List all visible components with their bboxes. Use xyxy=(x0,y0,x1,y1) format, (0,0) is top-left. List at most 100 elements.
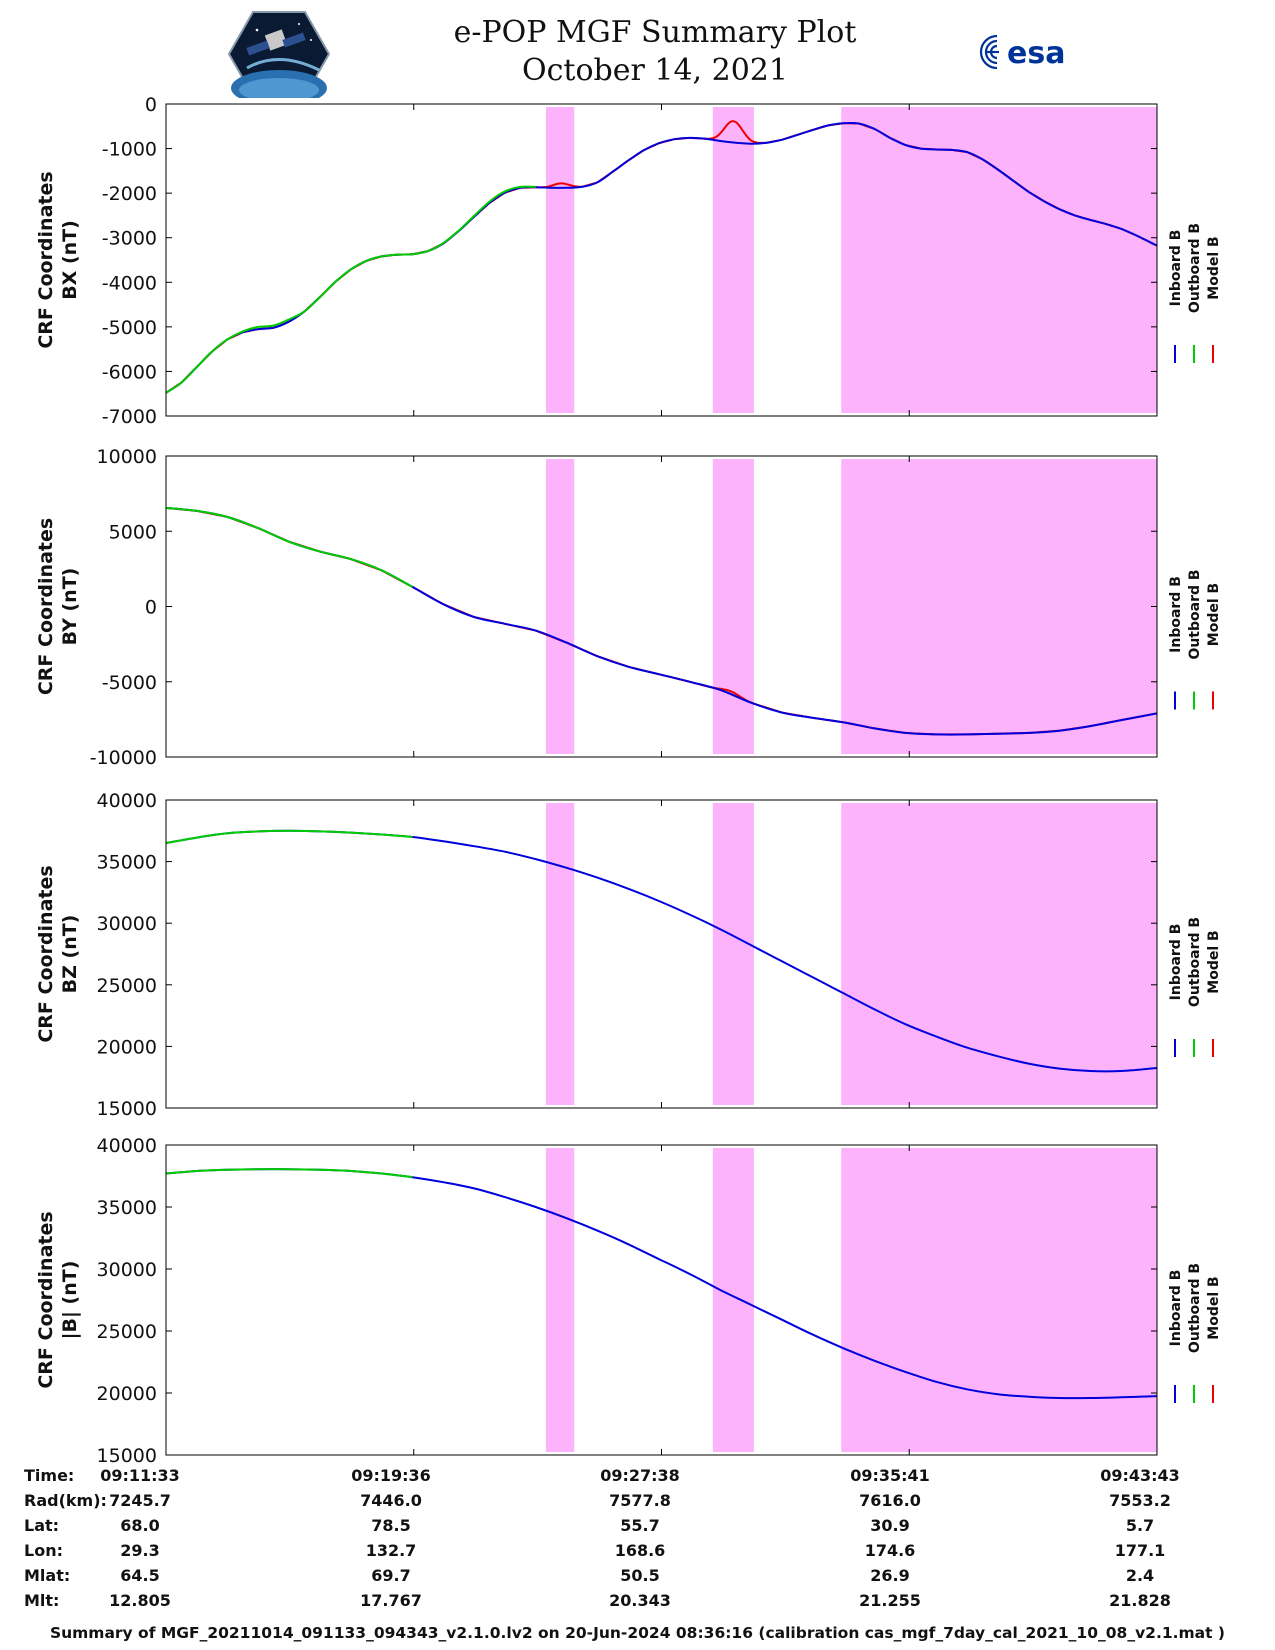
info-cell: 21.255 xyxy=(859,1591,921,1610)
legend-label-outboard: Outboard B xyxy=(1187,569,1203,659)
legend-label-inboard: Inboard B xyxy=(1168,924,1184,1001)
y-tick-label: 15000 xyxy=(97,1445,157,1467)
y-axis-label-line: CRF Coordinates xyxy=(35,171,57,348)
panel-2: 10000 5000 0 -5000 -10000 CRF Coordinates BY (… xyxy=(35,446,1222,769)
legend-label-inboard: Inboard B xyxy=(1168,576,1184,653)
y-axis-label-line: CRF Coordinates xyxy=(35,865,57,1042)
esa-logo: esa xyxy=(979,34,1065,71)
series-line-outboard xyxy=(165,829,413,845)
info-row-label: Rad(km): xyxy=(24,1491,107,1510)
panel-3: 40000 35000 30000 25000 20000 15000 CRF Coordi… xyxy=(35,790,1222,1120)
plot-title: e-POP MGF Summary Plot October 14, 2021 xyxy=(0,14,1275,90)
title-line-2: October 14, 2021 xyxy=(522,53,788,88)
info-cell: 7577.8 xyxy=(609,1491,671,1510)
info-cell: 68.0 xyxy=(120,1516,160,1535)
info-cell: 5.7 xyxy=(1125,1516,1155,1535)
y-tick-label: 0 xyxy=(145,94,157,116)
info-cell: 09:27:38 xyxy=(600,1466,680,1485)
y-tick-label: 25000 xyxy=(97,1321,157,1343)
y-tick-label: 25000 xyxy=(97,975,157,997)
series-line-outboard xyxy=(165,1168,413,1179)
y-tick-label: -5000 xyxy=(102,672,157,694)
y-tick-label: 40000 xyxy=(97,1135,157,1157)
y-axis-label-line: CRF Coordinates xyxy=(35,518,57,695)
shaded-interval xyxy=(712,459,754,754)
cassiope-logo xyxy=(227,11,331,98)
y-axis-label-line: BZ (nT) xyxy=(59,915,81,994)
info-cell: 174.6 xyxy=(864,1541,916,1560)
legend-label-outboard: Outboard B xyxy=(1187,223,1203,313)
title-line-1: e-POP MGF Summary Plot xyxy=(453,15,857,50)
info-cell: 20.343 xyxy=(609,1591,671,1610)
y-tick-label: -2000 xyxy=(102,183,157,205)
info-cell: 7446.0 xyxy=(360,1491,422,1510)
info-cell: 17.767 xyxy=(360,1591,422,1610)
shaded-interval xyxy=(712,803,754,1105)
panel-1: 0 -1000 -2000 -3000 -4000 -5000 -6000 -7000 CRF … xyxy=(35,94,1222,428)
info-cell: 64.5 xyxy=(120,1566,160,1585)
series-line-outboard xyxy=(165,506,413,588)
y-tick-label: 15000 xyxy=(97,1098,157,1120)
y-axis-label-line: CRF Coordinates xyxy=(35,1211,57,1388)
info-cell: 09:19:36 xyxy=(351,1466,431,1485)
info-cell: 7245.7 xyxy=(109,1491,171,1510)
y-tick-label: 35000 xyxy=(97,1197,157,1219)
info-cell: 09:11:33 xyxy=(100,1466,180,1485)
y-tick-label: 30000 xyxy=(97,913,157,935)
legend-label-outboard: Outboard B xyxy=(1187,917,1203,1007)
info-cell: 55.7 xyxy=(620,1516,660,1535)
y-tick-label: 20000 xyxy=(97,1036,157,1058)
y-tick-label: -3000 xyxy=(102,228,157,250)
y-tick-label: -4000 xyxy=(102,272,157,294)
info-cell: 69.7 xyxy=(371,1566,411,1585)
info-cell: 78.5 xyxy=(371,1516,411,1535)
info-row: Mlt: 12.805 17.767 20.343 21.255 21.828 xyxy=(22,1591,1222,1615)
info-row: Lat: 68.0 78.5 55.7 30.9 5.7 xyxy=(22,1516,1222,1540)
esa-swirl-icon xyxy=(979,34,999,70)
y-tick-label: 20000 xyxy=(97,1383,157,1405)
y-tick-label: 30000 xyxy=(97,1259,157,1281)
info-row: Mlat: 64.5 69.7 50.5 26.9 2.4 xyxy=(22,1566,1222,1590)
info-cell: 21.828 xyxy=(1109,1591,1171,1610)
info-cell: 177.1 xyxy=(1114,1541,1166,1560)
info-cell: 2.4 xyxy=(1125,1566,1155,1585)
legend-label-model: Model B xyxy=(1206,583,1222,646)
y-tick-label: 10000 xyxy=(97,446,157,468)
y-axis-label-line: |B| (nT) xyxy=(59,1261,81,1340)
info-row-label: Lat: xyxy=(24,1516,60,1535)
info-cell: 09:35:41 xyxy=(850,1466,930,1485)
y-tick-label: -7000 xyxy=(102,406,157,428)
info-cell: 09:43:43 xyxy=(1100,1466,1180,1485)
shaded-interval xyxy=(841,803,1157,1105)
shaded-interval xyxy=(712,107,754,413)
info-row: Rad(km): 7245.7 7446.0 7577.8 7616.0 7553.2 xyxy=(22,1491,1222,1515)
shaded-interval xyxy=(841,459,1157,754)
info-cell: 26.9 xyxy=(870,1566,910,1585)
info-cell: 29.3 xyxy=(120,1541,160,1560)
footer-caption: Summary of MGF_20211014_091133_094343_v2… xyxy=(49,1624,1226,1642)
y-axis-label: CRF Coordinates BY (nT) xyxy=(35,518,81,695)
y-tick-label: -5000 xyxy=(102,317,157,339)
info-cell: 132.7 xyxy=(365,1541,417,1560)
y-tick-label: 40000 xyxy=(97,790,157,812)
info-cell: 12.805 xyxy=(109,1591,171,1610)
info-cell: 7553.2 xyxy=(1109,1491,1171,1510)
info-cell: 7616.0 xyxy=(859,1491,921,1510)
y-axis-label: CRF Coordinates BX (nT) xyxy=(35,171,81,348)
y-axis-label-line: BY (nT) xyxy=(59,568,81,646)
info-cell: 168.6 xyxy=(614,1541,666,1560)
shaded-interval xyxy=(841,1148,1157,1452)
esa-logo-text: esa xyxy=(1007,36,1065,71)
info-row-label: Lon: xyxy=(24,1541,63,1560)
legend-label-inboard: Inboard B xyxy=(1168,230,1184,307)
series-line-outboard xyxy=(165,185,536,394)
y-tick-label: -10000 xyxy=(90,747,157,769)
y-tick-label: -1000 xyxy=(102,139,157,161)
y-tick-label: 35000 xyxy=(97,852,157,874)
shaded-interval xyxy=(545,107,575,413)
y-tick-label: 5000 xyxy=(109,521,157,543)
shaded-interval xyxy=(545,803,575,1105)
y-axis-label: CRF Coordinates |B| (nT) xyxy=(35,1211,81,1388)
legend-label-model: Model B xyxy=(1206,236,1222,299)
info-row-label: Mlt: xyxy=(24,1591,60,1610)
